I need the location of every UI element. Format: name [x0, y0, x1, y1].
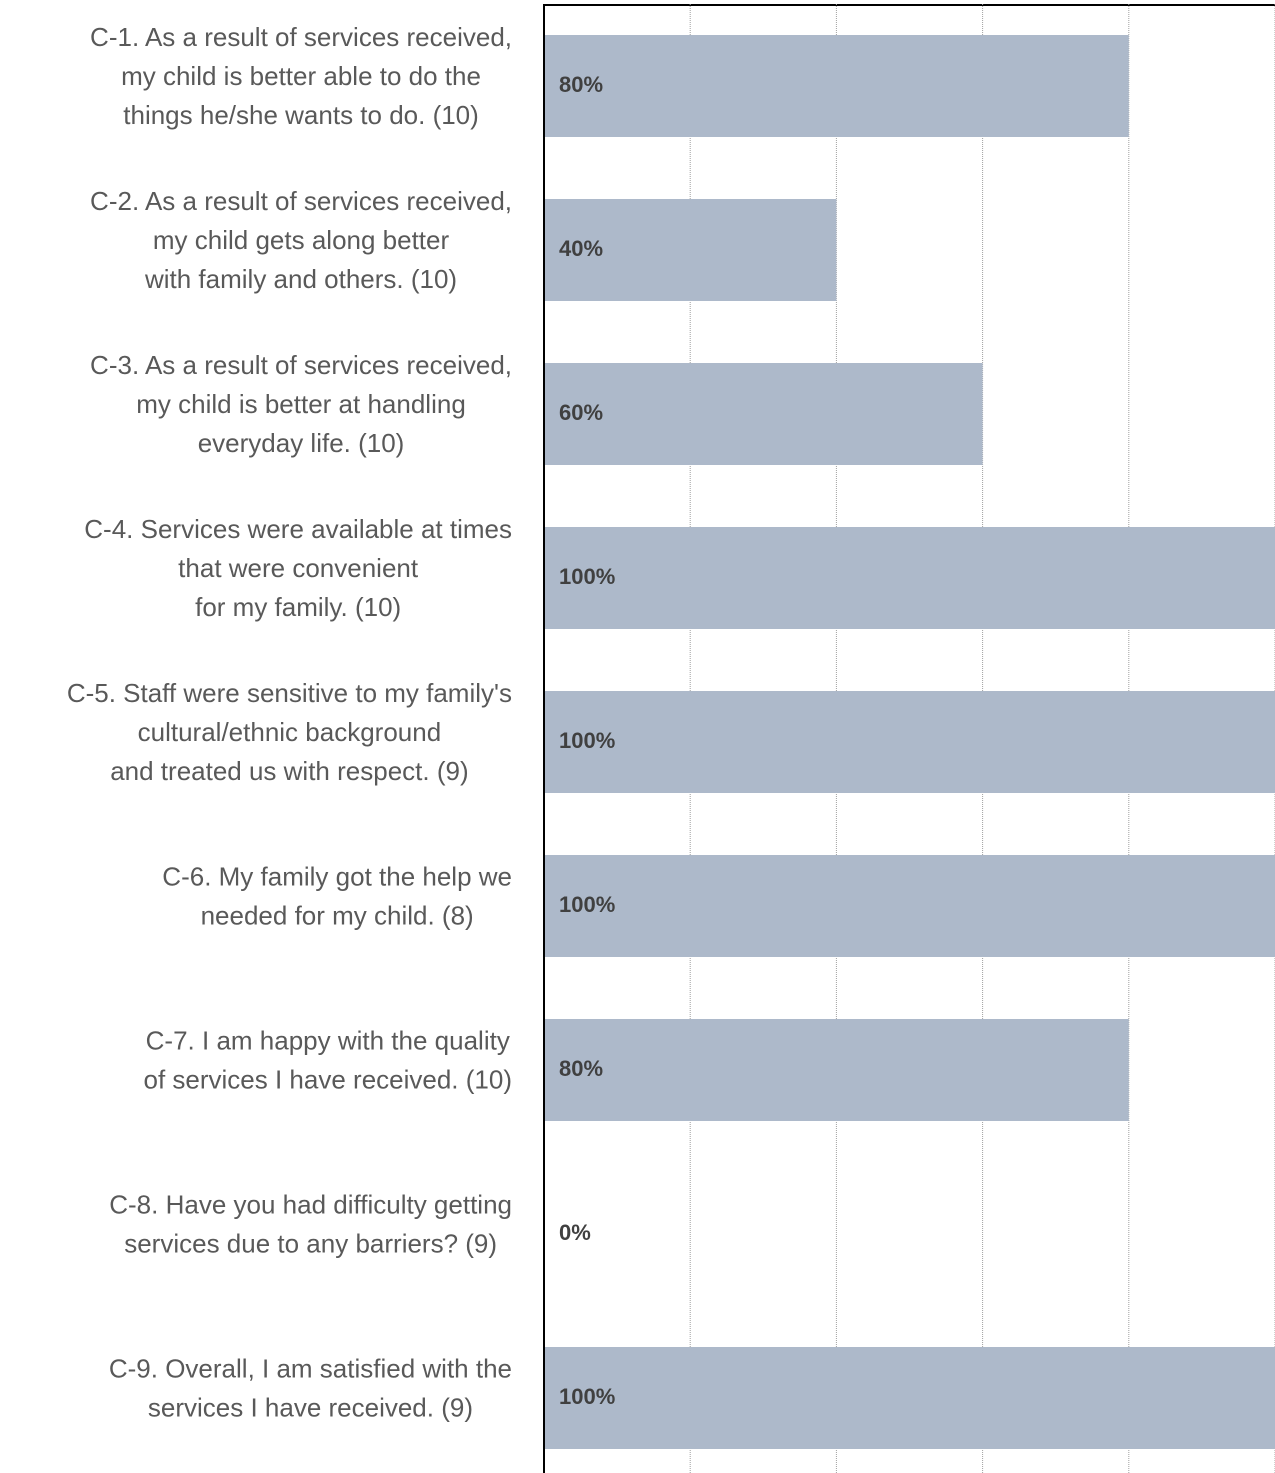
- category-label: C-6. My family got the help we needed for…: [162, 861, 512, 930]
- value-label: 40%: [559, 236, 603, 261]
- category-label-line: C-7. I am happy with the quality: [146, 1025, 510, 1055]
- value-label: 100%: [559, 892, 615, 917]
- bar: [544, 363, 983, 465]
- value-label: 100%: [559, 728, 615, 753]
- category-label-line: services I have received. (9): [148, 1392, 473, 1422]
- category-label-line: of services I have received. (10): [144, 1064, 513, 1094]
- category-label-line: C-6. My family got the help we: [162, 861, 512, 891]
- category-label-line: for my family. (10): [195, 592, 401, 622]
- category-label: C-7. I am happy with the quality of servi…: [144, 1025, 513, 1094]
- category-label: C-9. Overall, I am satisfied with the ser…: [109, 1353, 512, 1422]
- category-label-line: with family and others. (10): [144, 264, 457, 294]
- category-label-line: C-8. Have you had difficulty getting: [109, 1189, 512, 1219]
- category-label: C-4. Services were available at times tha…: [84, 514, 512, 622]
- bar: [544, 199, 837, 301]
- value-label: 100%: [559, 564, 615, 589]
- category-label-line: C-3. As a result of services received,: [90, 350, 512, 380]
- category-label-line: my child is better able to do the: [121, 61, 481, 91]
- category-label-line: needed for my child. (8): [201, 900, 474, 930]
- category-label: C-5. Staff were sensitive to my family's…: [67, 678, 512, 786]
- category-label-line: C-2. As a result of services received,: [90, 186, 512, 216]
- category-label-line: C-9. Overall, I am satisfied with the: [109, 1353, 512, 1383]
- category-label-line: that were convenient: [178, 553, 419, 583]
- bar: [544, 1019, 1129, 1121]
- bar: [544, 691, 1275, 793]
- value-label: 0%: [559, 1220, 591, 1245]
- value-label: 100%: [559, 1384, 615, 1409]
- category-label: C-2. As a result of services received, my…: [90, 186, 512, 294]
- category-label-line: and treated us with respect. (9): [110, 756, 468, 786]
- category-label-line: cultural/ethnic background: [138, 717, 442, 747]
- category-label-line: C-5. Staff were sensitive to my family's: [67, 678, 512, 708]
- category-label-line: C-1. As a result of services received,: [90, 22, 512, 52]
- value-label: 60%: [559, 400, 603, 425]
- bar: [544, 1347, 1275, 1449]
- bar: [544, 527, 1275, 629]
- value-label: 80%: [559, 72, 603, 97]
- category-label-line: my child is better at handling: [136, 389, 466, 419]
- category-label: C-3. As a result of services received, my…: [90, 350, 512, 458]
- category-label-line: my child gets along better: [153, 225, 450, 255]
- bar: [544, 855, 1275, 957]
- category-label: C-1. As a result of services received, my…: [90, 22, 512, 130]
- bar: [544, 35, 1129, 137]
- category-label-line: things he/she wants to do. (10): [123, 100, 479, 130]
- category-label-line: everyday life. (10): [198, 428, 405, 458]
- value-label: 80%: [559, 1056, 603, 1081]
- category-label-line: services due to any barriers? (9): [124, 1228, 497, 1258]
- category-label: C-8. Have you had difficulty getting serv…: [109, 1189, 512, 1258]
- category-label-line: C-4. Services were available at times: [84, 514, 512, 544]
